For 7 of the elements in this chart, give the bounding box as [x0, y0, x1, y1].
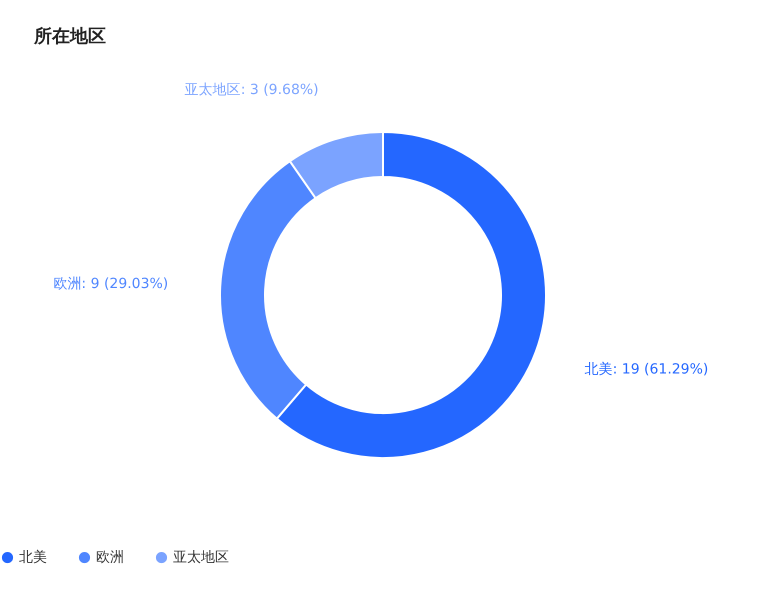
legend-label: 北美	[19, 550, 47, 566]
data-label: 欧洲: 9 (29.03%)	[53, 276, 168, 292]
data-label: 北美: 19 (61.29%)	[584, 362, 708, 378]
chart-title: 所在地区	[33, 26, 106, 47]
legend-label: 亚太地区	[173, 550, 229, 566]
data-label: 亚太地区: 3 (9.68%)	[184, 82, 319, 98]
legend-label: 欧洲	[96, 550, 124, 566]
